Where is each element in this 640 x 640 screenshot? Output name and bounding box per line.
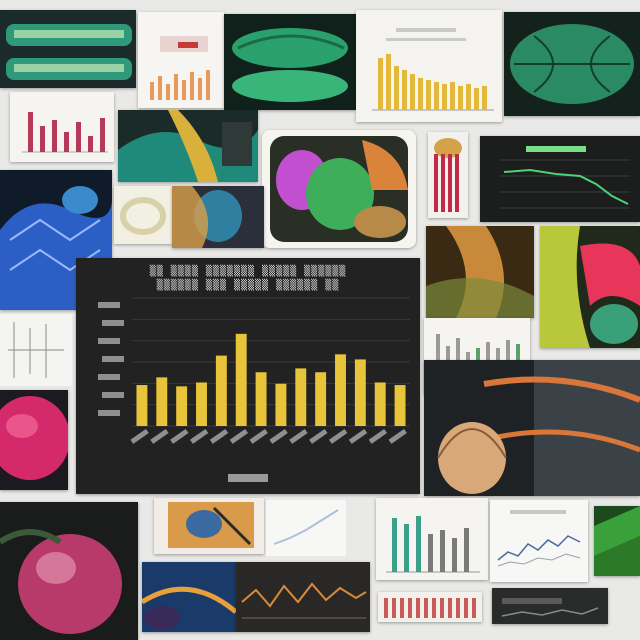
magenta-sphere-image xyxy=(0,390,68,490)
main-chart-plot xyxy=(98,297,410,482)
pink-sphere-image xyxy=(0,502,138,640)
orange-teal-figure-image xyxy=(172,186,264,248)
bar xyxy=(255,372,267,426)
pale-line-chart-thumbnail xyxy=(266,500,346,556)
y-axis-label-blurred xyxy=(102,320,124,326)
x-tick-label-blurred xyxy=(309,428,328,444)
x-tick-label-blurred xyxy=(150,428,169,444)
dark-panel-thumbnail xyxy=(492,588,608,624)
bar xyxy=(156,377,168,426)
cream-ring-image xyxy=(114,186,172,244)
magenta-bar-chart-thumbnail xyxy=(10,92,114,162)
orange-figure-collage-image xyxy=(154,498,264,554)
green-foliage-image xyxy=(594,506,640,576)
x-tick-label-blurred xyxy=(269,428,288,444)
yellow-teal-abstract-image xyxy=(118,110,258,182)
y-axis-label-blurred xyxy=(98,302,120,308)
red-stripe-vase-image xyxy=(428,132,468,218)
x-tick-label-blurred xyxy=(289,428,308,444)
y-axis-label-blurred xyxy=(98,374,120,380)
green-leaf-texture-image xyxy=(504,12,640,116)
y-axis-label-blurred xyxy=(98,410,120,416)
green-organic-shape-image xyxy=(224,14,356,110)
y-axis-label-blurred xyxy=(102,392,124,398)
x-tick-label-blurred xyxy=(348,428,368,444)
y-axis-label-blurred xyxy=(98,338,120,344)
x-tick-label-blurred xyxy=(130,428,149,444)
bar xyxy=(215,355,227,426)
blue-line-chart-thumbnail xyxy=(490,500,588,582)
bar xyxy=(275,383,287,426)
small-bar-chart-thumbnail xyxy=(138,12,224,108)
x-tick-label-blurred xyxy=(189,428,209,444)
x-tick-label-blurred xyxy=(229,428,249,444)
green-line-chart-thumbnail xyxy=(480,136,640,222)
yellow-bar-chart-thumbnail xyxy=(356,10,502,122)
bar xyxy=(295,368,307,426)
red-stripe-bar-thumbnail xyxy=(378,592,482,622)
chart-title-blurred: ▒▒ ▒▒▒▒ ▒▒▒▒▒▒▒ ▒▒▒▒▒ ▒▒▒▒▒▒ xyxy=(149,266,347,277)
bar xyxy=(136,385,148,426)
y-axis-label-blurred xyxy=(102,356,124,362)
bar xyxy=(335,354,346,426)
bar xyxy=(315,372,327,426)
orange-curve-landscape-image xyxy=(424,360,640,496)
bar xyxy=(196,382,207,426)
golden-organic-image xyxy=(426,226,534,318)
x-tick-label-blurred xyxy=(328,428,348,444)
red-green-pattern-image xyxy=(540,226,640,348)
bar xyxy=(235,333,247,426)
sketch-diagram-thumbnail xyxy=(0,314,72,386)
bar xyxy=(354,359,366,426)
x-tick-label-blurred xyxy=(388,428,407,444)
bar xyxy=(374,382,386,426)
dark-wave-chart-thumbnail xyxy=(236,562,370,632)
x-tick-label-blurred xyxy=(249,428,268,444)
x-tick-label-blurred xyxy=(368,428,388,444)
blue-orange-vein-image xyxy=(142,562,236,632)
bar xyxy=(176,386,188,426)
chart-subtitle-blurred: ▒▒▒▒▒▒ ▒▒▒ ▒▒▒▒▒ ▒▒▒▒▒▒ ▒▒ xyxy=(156,280,340,291)
teal-gray-bar-chart-thumbnail xyxy=(376,498,488,580)
x-tick-label-blurred xyxy=(170,428,189,444)
x-tick-label-blurred xyxy=(209,428,229,444)
green-text-banner-image xyxy=(0,10,136,88)
bar xyxy=(394,385,406,426)
main-yellow-bar-chart: ▒▒ ▒▒▒▒ ▒▒▒▒▒▒▒ ▒▒▒▒▒ ▒▒▒▒▒▒ ▒▒▒▒▒▒ ▒▒▒ … xyxy=(76,258,420,494)
x-axis-title-blurred xyxy=(228,474,268,482)
vivid-organic-collage-image xyxy=(262,130,416,248)
